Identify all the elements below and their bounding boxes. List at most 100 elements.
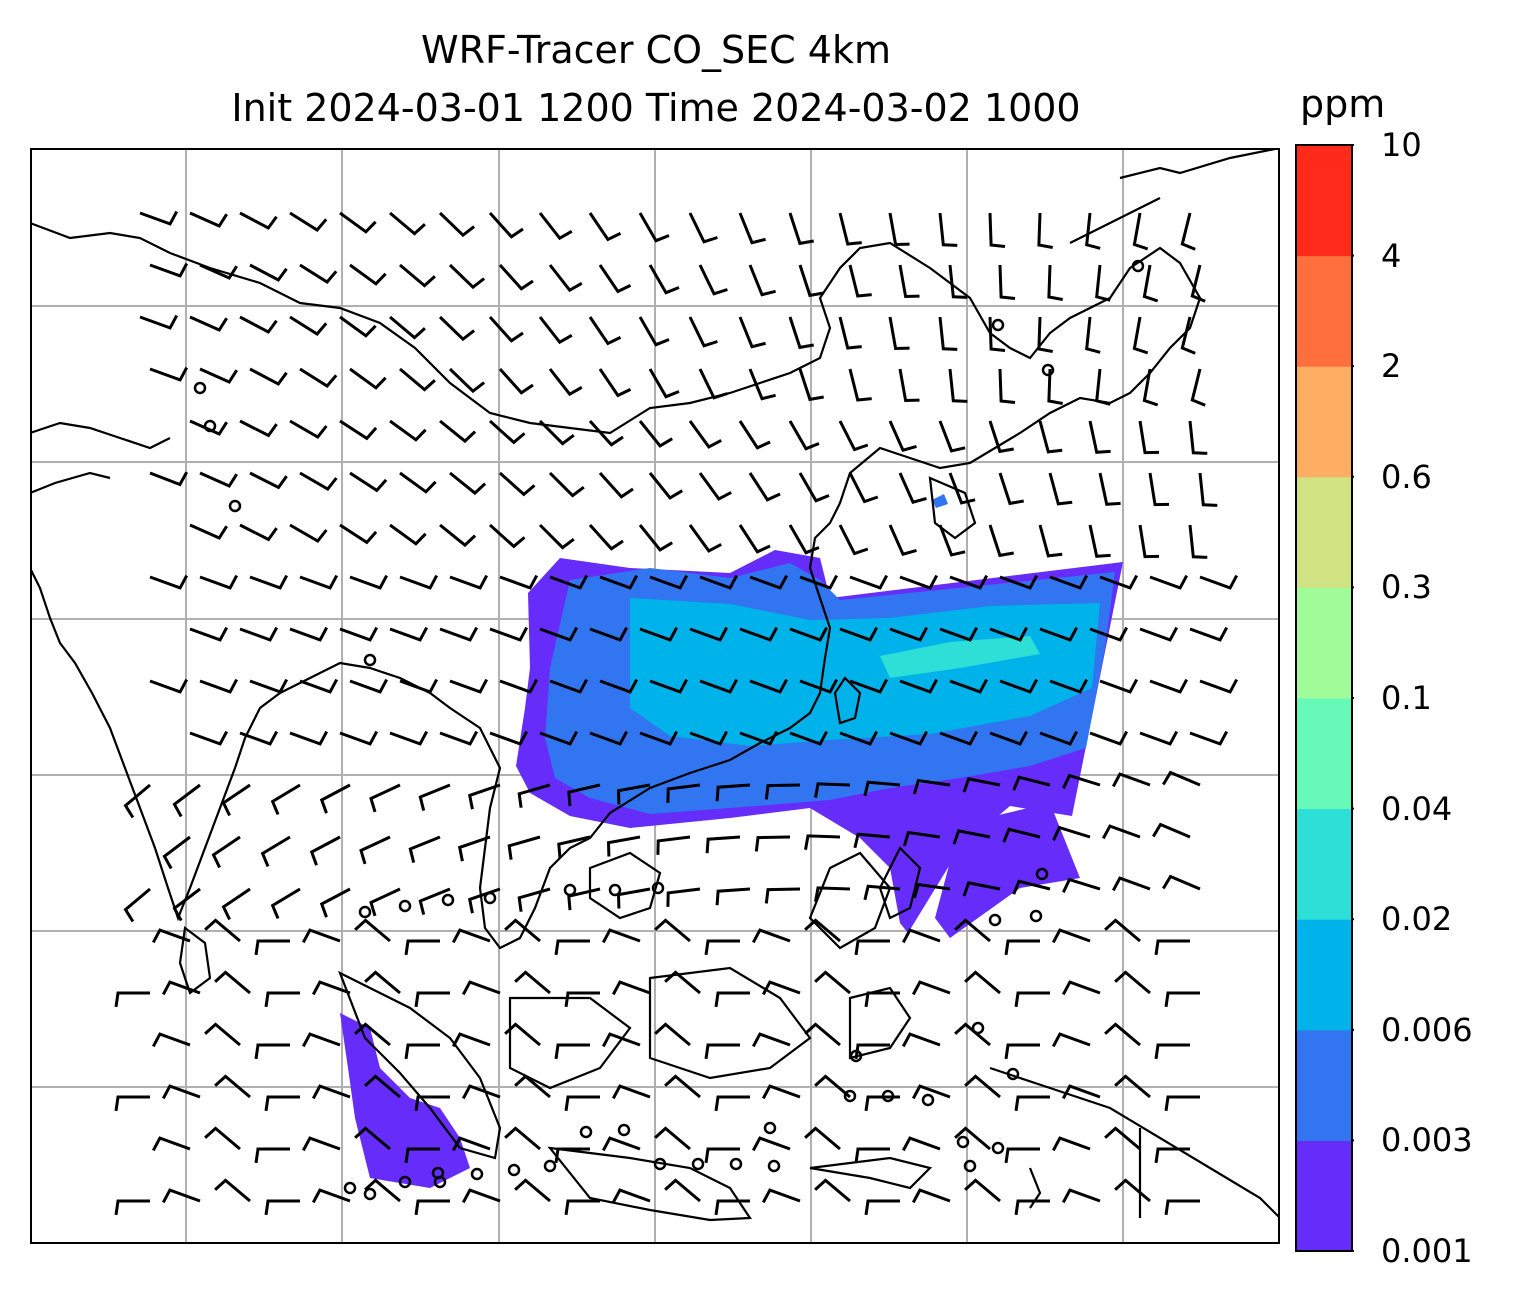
wind-barb-icon (899, 574, 939, 590)
calm-circle-icon (991, 318, 1005, 332)
wind-barb-icon (814, 886, 851, 902)
wind-barb-icon (189, 315, 228, 332)
wind-barb-icon (249, 367, 288, 386)
wind-barb-icon (899, 678, 939, 694)
calm-circle-icon (617, 1123, 631, 1137)
calm-circle-icon (441, 893, 455, 907)
wind-barb-icon (938, 524, 966, 557)
calm-circle-icon (988, 913, 1002, 927)
wind-barb-icon (1139, 730, 1179, 746)
wind-barb-icon (639, 730, 679, 746)
wind-barb-icon (418, 783, 451, 811)
wind-barb-icon (798, 264, 824, 298)
wind-barb-icon (799, 574, 839, 590)
wind-barb-icon (912, 882, 951, 899)
wind-barb-icon (648, 264, 680, 295)
wind-barb-icon (254, 939, 290, 956)
wind-barb-icon (554, 1043, 590, 1060)
wind-barb-icon (451, 1032, 491, 1048)
wind-barb-icon (309, 835, 341, 866)
wind-barb-icon (798, 368, 824, 402)
wind-barb-icon (751, 1136, 791, 1152)
wind-barb-icon (854, 939, 890, 956)
calm-circle-icon (921, 1093, 935, 1107)
plume-band-0006 (630, 598, 1100, 746)
wind-barb-icon (814, 970, 851, 995)
wind-barb-icon (588, 212, 622, 242)
calm-circle-icon (563, 883, 577, 897)
wind-barb-icon (149, 262, 189, 278)
wind-barb-icon (564, 991, 600, 1008)
wind-barb-icon (389, 523, 427, 546)
wind-barb-icon (564, 1095, 600, 1112)
wind-barb-icon (1089, 626, 1129, 642)
wind-barb-icon (1062, 877, 1101, 893)
wind-barb-icon (504, 1022, 541, 1047)
wind-barb-icon (1188, 420, 1208, 455)
wind-barb-icon (864, 1095, 900, 1112)
wind-barb-icon (964, 1178, 1001, 1203)
wind-barb-icon (998, 472, 1024, 506)
wind-barb-icon (1164, 1095, 1200, 1112)
colorbar-segment (1296, 587, 1352, 699)
wind-barb-icon (888, 524, 917, 556)
wind-barb-icon (1190, 264, 1206, 303)
wind-barb-icon (408, 835, 441, 863)
wind-barb-icon (339, 315, 377, 338)
wind-barb-icon (749, 678, 789, 694)
wind-barb-icon (814, 1074, 851, 1099)
wind-barb-icon (788, 524, 820, 555)
wind-barb-icon (1104, 1126, 1141, 1151)
wind-barb-icon (751, 1032, 791, 1048)
colorbar-tick-label: 0.02 (1381, 900, 1453, 939)
colorbar-segment (1296, 366, 1352, 478)
wind-barb-icon (599, 574, 639, 590)
colorbar-units-label: ppm (1300, 82, 1386, 126)
wind-barb-icon (399, 574, 439, 590)
wind-barb-icon (289, 523, 328, 543)
wind-barb-icon (1188, 524, 1208, 559)
wind-barb-icon (489, 626, 529, 642)
wind-barb-icon (804, 834, 841, 850)
wind-barb-icon (704, 1147, 740, 1164)
wind-barb-icon (839, 626, 879, 642)
wind-barb-icon (948, 472, 976, 505)
wind-barb-icon (989, 626, 1029, 642)
wind-barb-icon (601, 1136, 641, 1152)
wind-barb-icon (438, 211, 476, 238)
wind-barb-icon (449, 678, 489, 694)
wind-barb-icon (689, 626, 729, 642)
wind-barb-icon (149, 471, 189, 487)
wind-barb-icon (656, 835, 691, 855)
wind-barb-icon (161, 980, 201, 996)
wind-barb-icon (354, 1126, 391, 1151)
wind-barb-icon (404, 1147, 440, 1164)
wind-barb-icon (189, 626, 229, 642)
calm-circle-icon (433, 1175, 447, 1189)
wind-barb-icon (864, 991, 900, 1008)
wind-barb-icon (1111, 876, 1151, 892)
wind-barb-icon (339, 211, 377, 234)
wind-barb-icon (854, 1043, 890, 1060)
wind-barb-icon (738, 524, 771, 554)
wind-barb-icon (311, 1084, 351, 1100)
wind-barb-icon (1049, 574, 1089, 590)
wind-barb-icon (364, 1178, 401, 1203)
wind-barb-icon (1061, 1188, 1101, 1204)
wind-barb-icon (738, 316, 766, 349)
wind-barb-icon (498, 263, 534, 291)
calm-circle-icon (470, 1167, 484, 1181)
wind-barb-icon (938, 212, 958, 247)
wind-barb-icon (161, 1188, 201, 1204)
colorbar-segment (1296, 808, 1352, 920)
wind-barb-icon (654, 918, 691, 943)
wind-barb-icon (804, 1126, 841, 1151)
wind-barb-icon (664, 970, 701, 995)
wind-barb-icon (149, 574, 189, 590)
wind-barb-icon (1014, 1199, 1050, 1216)
plume-spot-korea (932, 494, 948, 508)
wind-barb-icon (399, 263, 436, 288)
wind-barb-icon (962, 777, 1001, 793)
wind-barb-icon (1111, 772, 1151, 788)
wind-barb-icon (854, 1147, 890, 1164)
